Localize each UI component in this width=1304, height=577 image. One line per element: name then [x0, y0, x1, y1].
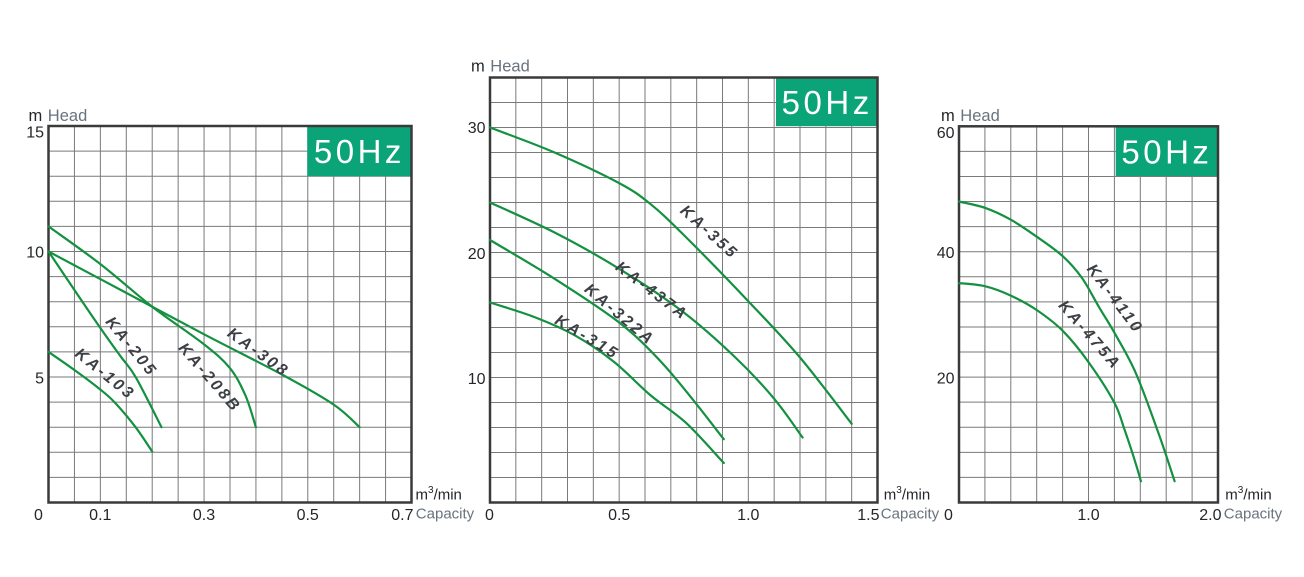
- svg-text:Head: Head: [490, 58, 529, 76]
- svg-text:m3/min: m3/min: [416, 485, 462, 504]
- svg-text:1.0: 1.0: [737, 507, 759, 524]
- svg-text:50Hz: 50Hz: [782, 84, 873, 121]
- svg-text:0.3: 0.3: [193, 507, 215, 524]
- svg-text:1.0: 1.0: [1077, 507, 1099, 524]
- svg-text:0: 0: [485, 507, 494, 524]
- svg-text:0.1: 0.1: [89, 507, 111, 524]
- svg-text:30: 30: [468, 120, 486, 137]
- svg-text:50Hz: 50Hz: [1121, 133, 1212, 170]
- svg-text:2.0: 2.0: [1199, 507, 1221, 524]
- svg-text:0.5: 0.5: [608, 507, 630, 524]
- svg-text:1.5: 1.5: [857, 507, 879, 524]
- svg-text:10: 10: [468, 371, 486, 388]
- svg-text:50Hz: 50Hz: [314, 133, 405, 170]
- svg-text:m3/min: m3/min: [884, 485, 930, 504]
- svg-text:0.5: 0.5: [297, 507, 319, 524]
- svg-text:20: 20: [937, 370, 955, 387]
- svg-text:60: 60: [937, 125, 955, 142]
- svg-text:0.7: 0.7: [391, 507, 413, 524]
- svg-text:Capacity: Capacity: [416, 506, 475, 523]
- svg-text:m: m: [941, 107, 955, 125]
- svg-text:m: m: [29, 107, 43, 125]
- svg-text:m: m: [471, 58, 485, 76]
- svg-text:0: 0: [944, 507, 953, 524]
- svg-text:40: 40: [937, 245, 955, 262]
- svg-text:5: 5: [35, 370, 44, 387]
- svg-text:Capacity: Capacity: [881, 506, 940, 523]
- svg-text:Head: Head: [48, 107, 87, 125]
- svg-text:Head: Head: [960, 107, 999, 125]
- svg-text:10: 10: [26, 245, 44, 262]
- svg-text:Capacity: Capacity: [1224, 506, 1283, 523]
- svg-text:20: 20: [468, 246, 486, 263]
- svg-text:0: 0: [34, 507, 43, 524]
- svg-text:m3/min: m3/min: [1225, 485, 1271, 504]
- svg-text:15: 15: [26, 124, 44, 141]
